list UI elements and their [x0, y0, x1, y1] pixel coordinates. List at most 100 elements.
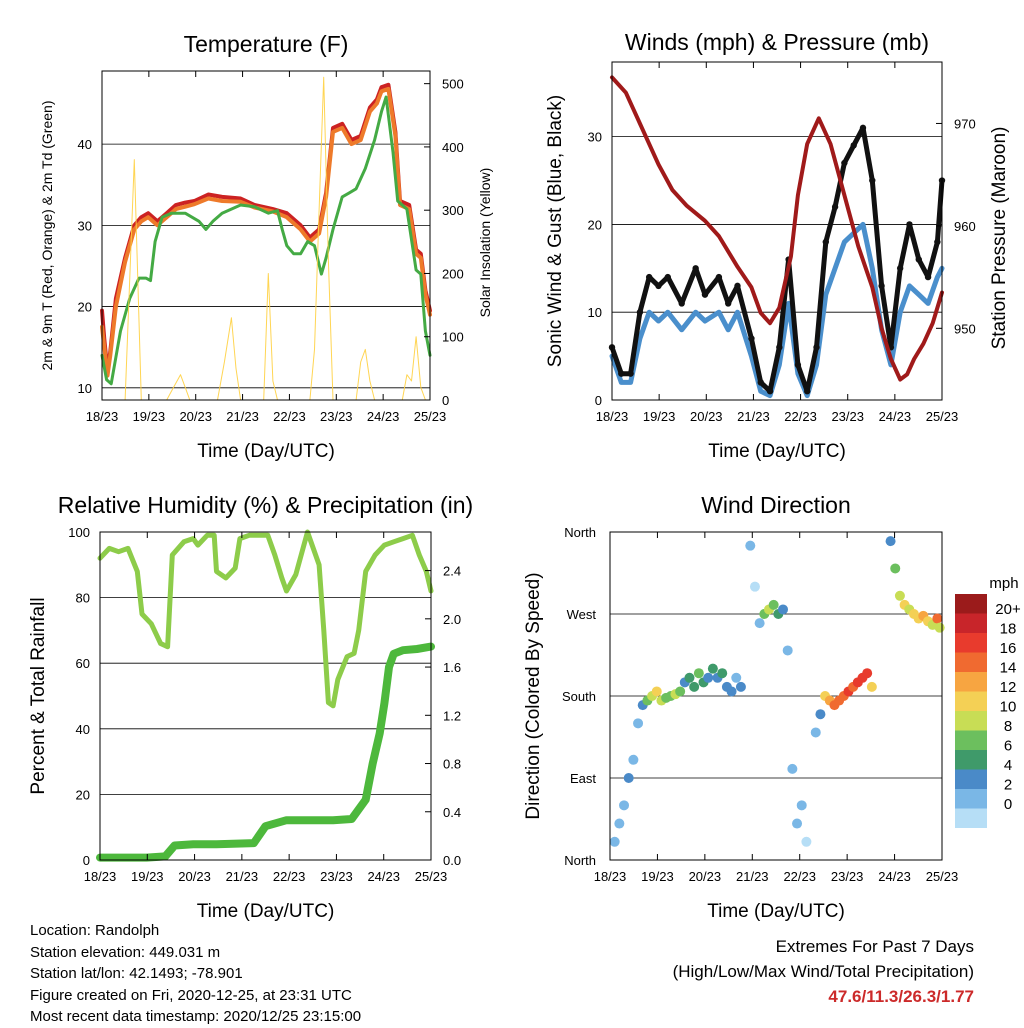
series-line: [97, 529, 434, 709]
y-right-tick-label: 950: [954, 321, 976, 336]
x-tick-label: 24/23: [878, 869, 911, 884]
direction-point: [749, 581, 760, 592]
direction-point: [801, 836, 812, 847]
x-tick-label: 21/23: [736, 869, 769, 884]
x-tick-label: 23/23: [320, 409, 353, 424]
direction-point: [890, 563, 901, 574]
created-text: Figure created on Fri, 2020-12-25, at 23…: [30, 986, 352, 1004]
chart-panel: 18/23 19/23 20/23 21/23 22/23 23/23 24/23 25/23…: [39, 31, 493, 462]
y-right-axis-label: Solar Insolation (Yellow): [477, 168, 493, 318]
y-axis-label: 2m & 9m T (Red, Orange) & 2m Td (Green): [39, 101, 55, 371]
direction-point: [731, 672, 742, 683]
x-axis-label: Time (Day/UTC): [197, 441, 335, 462]
direction-point: [619, 800, 630, 811]
y-tick-label: 60: [76, 656, 90, 671]
gust-point: [813, 344, 820, 351]
extremes-values: 47.6/11.3/26.3/1.77: [828, 987, 974, 1006]
gust-point: [776, 344, 783, 351]
y-right-tick-label: 0.8: [443, 757, 461, 772]
x-tick-label: 21/23: [737, 409, 770, 424]
legend-label: 2: [1004, 777, 1012, 794]
gust-point: [794, 361, 802, 369]
gust-point: [715, 273, 723, 281]
x-tick-label: 23/23: [320, 869, 353, 884]
series-line: [96, 642, 435, 862]
direction-point: [862, 668, 873, 679]
x-tick-label: 22/23: [783, 869, 816, 884]
x-tick-label: 22/23: [784, 409, 817, 424]
gust-point: [734, 282, 741, 290]
legend-swatch: [955, 808, 987, 828]
legend-swatch: [955, 672, 987, 692]
gust-point: [915, 256, 922, 263]
direction-point: [815, 709, 826, 720]
y-tick-label: South: [562, 689, 596, 704]
direction-point: [684, 672, 695, 683]
legend-label: 18: [1000, 621, 1017, 638]
direction-point: [754, 618, 765, 629]
y-tick-label: 20: [76, 787, 90, 802]
recent-data-text: Most recent data timestamp: 2020/12/25 2…: [30, 1008, 362, 1025]
y-tick-label: 20: [78, 300, 92, 315]
legend-swatch: [955, 613, 987, 633]
y-tick-label: 10: [588, 305, 602, 320]
gust-point: [841, 159, 848, 167]
y-right-tick-label: 0: [442, 393, 449, 408]
chart-panel: mph 20+ 18 16 14 12 10 8 6 4 2 0 18/23 19/23 20/23 21/2…: [523, 492, 1021, 922]
gust-point: [869, 177, 876, 184]
direction-point: [703, 672, 714, 683]
y-right-tick-label: 970: [954, 116, 976, 131]
direction-point: [717, 668, 728, 679]
x-tick-label: 24/23: [367, 869, 400, 884]
direction-point: [768, 599, 779, 610]
y-axis-label: Sonic Wind & Gust (Blue, Black): [545, 95, 566, 367]
gust-point: [878, 282, 885, 290]
direction-point: [609, 836, 620, 847]
x-tick-label: 21/23: [226, 409, 259, 424]
x-tick-label: 19/23: [131, 869, 164, 884]
x-tick-label: 21/23: [226, 869, 259, 884]
gust-point: [859, 124, 867, 132]
legend-label: 16: [1000, 640, 1017, 657]
direction-point: [675, 686, 686, 697]
gust-point: [627, 370, 634, 377]
x-axis-label: Time (Day/UTC): [708, 441, 846, 462]
location-text: Location: Randolph: [30, 922, 160, 939]
legend-swatch: [955, 633, 987, 653]
legend-swatch: [955, 769, 987, 789]
x-tick-label: 20/23: [690, 409, 723, 424]
x-tick-label: 23/23: [831, 869, 864, 884]
x-tick-label: 23/23: [831, 409, 864, 424]
direction-point: [792, 818, 803, 829]
gust-point: [724, 300, 732, 307]
gust-point: [804, 388, 811, 395]
legend-swatch: [955, 691, 987, 711]
legend-label: 8: [1004, 718, 1012, 735]
y-tick-label: 30: [588, 130, 602, 145]
gust-point: [766, 388, 774, 395]
gust-point: [664, 273, 671, 281]
y-right-tick-label: 1.2: [443, 708, 461, 723]
gust-point: [934, 238, 941, 246]
direction-point: [726, 686, 737, 697]
chart-title: Relative Humidity (%) & Precipitation (i…: [58, 492, 473, 518]
legend-label: 12: [1000, 679, 1017, 696]
series-line: [124, 76, 426, 401]
legend-label: 4: [1004, 757, 1012, 774]
x-tick-label: 18/23: [594, 869, 627, 884]
direction-point: [934, 622, 945, 633]
y-tick-label: 10: [78, 381, 92, 396]
y-tick-label: 40: [76, 722, 90, 737]
y-tick-label: 100: [68, 525, 90, 540]
legend-label: 20+: [995, 601, 1021, 618]
latlon-text: Station lat/lon: 42.1493; -78.901: [30, 965, 243, 982]
direction-point: [796, 800, 807, 811]
direction-point: [782, 645, 793, 656]
gust-point: [655, 282, 662, 290]
direction-point: [885, 536, 896, 547]
y-tick-label: West: [567, 607, 597, 622]
legend-label: 0: [1004, 796, 1012, 813]
y-right-tick-label: 100: [442, 330, 464, 345]
extremes-box: Extremes For Past 7 Days (High/Low/Max W…: [673, 934, 974, 1009]
